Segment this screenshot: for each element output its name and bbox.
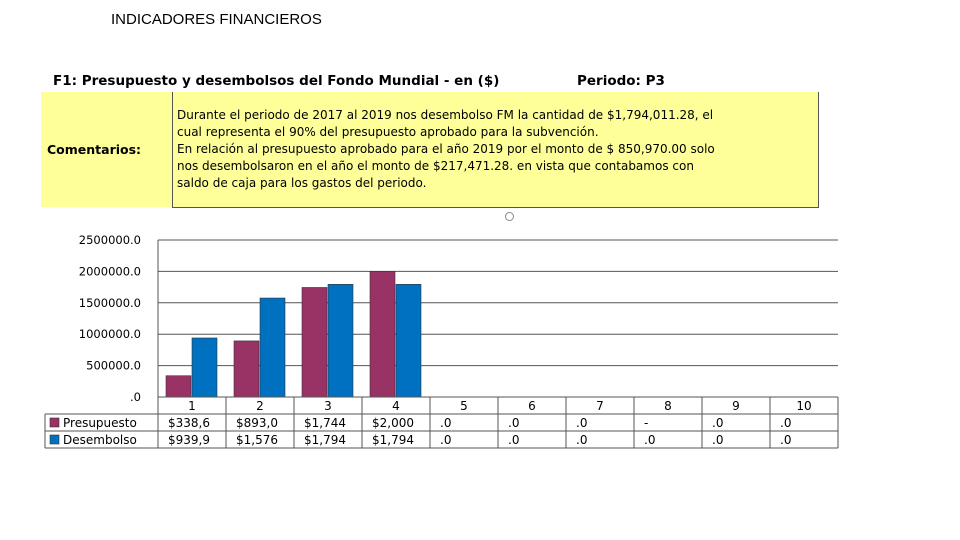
data-label: .0	[576, 433, 587, 447]
y-tick-label: 2000000.0	[79, 264, 141, 278]
bar-desembolso	[191, 337, 218, 398]
comment-line: cual representa el 90% del presupuesto a…	[177, 125, 599, 139]
data-label: .0	[440, 416, 451, 430]
bar-presupuesto	[369, 271, 396, 398]
legend-swatch-presupuesto	[49, 417, 60, 428]
data-label: .0	[508, 416, 519, 430]
data-label: .0	[508, 433, 519, 447]
data-label: .0	[712, 416, 723, 430]
data-label: .0	[780, 416, 791, 430]
comment-line: saldo de caja para los gastos del period…	[177, 176, 427, 190]
y-tick-label: 500000.0	[86, 359, 141, 373]
x-tick-label: 7	[596, 399, 604, 413]
x-tick-label: 10	[796, 399, 811, 413]
y-tick-label: 1000000.0	[79, 327, 141, 341]
data-label: $338,6	[168, 416, 210, 430]
data-label: $1,744	[304, 416, 346, 430]
period-label: Periodo: P3	[577, 73, 665, 89]
legend-label: Presupuesto	[63, 416, 137, 430]
comments-label: Comentarios:	[47, 142, 142, 157]
x-tick-label: 5	[460, 399, 468, 413]
bar-desembolso	[395, 284, 422, 398]
data-label: $893,0	[236, 416, 278, 430]
x-tick-label: 4	[392, 399, 400, 413]
data-label: .0	[440, 433, 451, 447]
panel-header: F1: Presupuesto y desembolsos del Fondo …	[53, 73, 500, 89]
x-tick-label: 1	[188, 399, 196, 413]
data-label: .0	[712, 433, 723, 447]
bar-desembolso	[327, 284, 354, 398]
bar-presupuesto	[165, 375, 192, 398]
comment-line: nos desembolsaron en el año el monto de …	[177, 159, 694, 173]
bar-desembolso	[259, 297, 286, 398]
x-tick-label: 2	[256, 399, 264, 413]
x-tick-label: 3	[324, 399, 332, 413]
slide-title: INDICADORES FINANCIEROS	[111, 11, 322, 28]
data-label: -	[644, 416, 648, 430]
data-label: .0	[576, 416, 587, 430]
y-tick-label: 2500000.0	[79, 233, 141, 247]
legend-swatch-desembolso	[49, 434, 60, 445]
x-tick-label: 6	[528, 399, 536, 413]
data-label: $1,576	[236, 433, 278, 447]
y-tick-label: .0	[130, 390, 141, 404]
bar-presupuesto	[301, 287, 328, 398]
x-tick-label: 9	[732, 399, 740, 413]
comments-text: Durante el periodo de 2017 al 2019 nos d…	[177, 107, 817, 192]
legend-label: Desembolso	[63, 433, 137, 447]
data-label: $2,000	[372, 416, 414, 430]
data-label: $939,9	[168, 433, 210, 447]
comments-box	[172, 92, 819, 208]
x-tick-label: 8	[664, 399, 672, 413]
data-label: $1,794	[372, 433, 414, 447]
y-tick-label: 1500000.0	[79, 296, 141, 310]
comment-line: Durante el periodo de 2017 al 2019 nos d…	[177, 108, 714, 122]
bar-presupuesto	[233, 340, 260, 398]
comment-line: En relación al presupuesto aprobado para…	[177, 142, 715, 156]
data-label: .0	[644, 433, 655, 447]
data-label: .0	[780, 433, 791, 447]
data-label: $1,794	[304, 433, 346, 447]
resize-handle[interactable]	[505, 212, 514, 221]
